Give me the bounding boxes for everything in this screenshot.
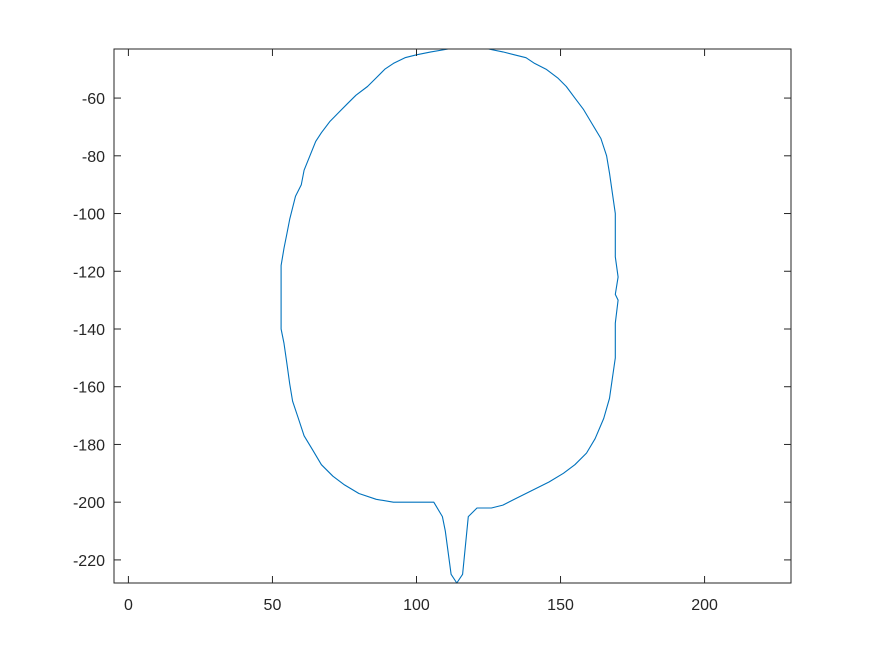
- y-tick-label: -140: [73, 322, 105, 339]
- x-tick-label: 0: [124, 597, 133, 614]
- tick-label-layer: 0 50 100 150 200 -60 -80 -100 -120 -140 -160 -180 -2…: [73, 91, 718, 614]
- x-tick-label: 150: [547, 597, 574, 614]
- y-tick-label: -80: [82, 149, 105, 166]
- x-tick-label: 200: [691, 597, 718, 614]
- y-tick-label: -120: [73, 264, 105, 281]
- x-tick-label: 100: [403, 597, 430, 614]
- y-tick-label: -220: [73, 553, 105, 570]
- y-tick-label: -60: [82, 91, 105, 108]
- axes-box: [113, 48, 792, 584]
- y-tick-label: -160: [73, 380, 105, 397]
- tick-layer: [114, 49, 791, 583]
- y-tick-label: -100: [73, 207, 105, 224]
- x-tick-label: 50: [264, 597, 282, 614]
- plot-background: [114, 49, 791, 583]
- y-tick-label: -200: [73, 495, 105, 512]
- y-tick-label: -180: [73, 437, 105, 454]
